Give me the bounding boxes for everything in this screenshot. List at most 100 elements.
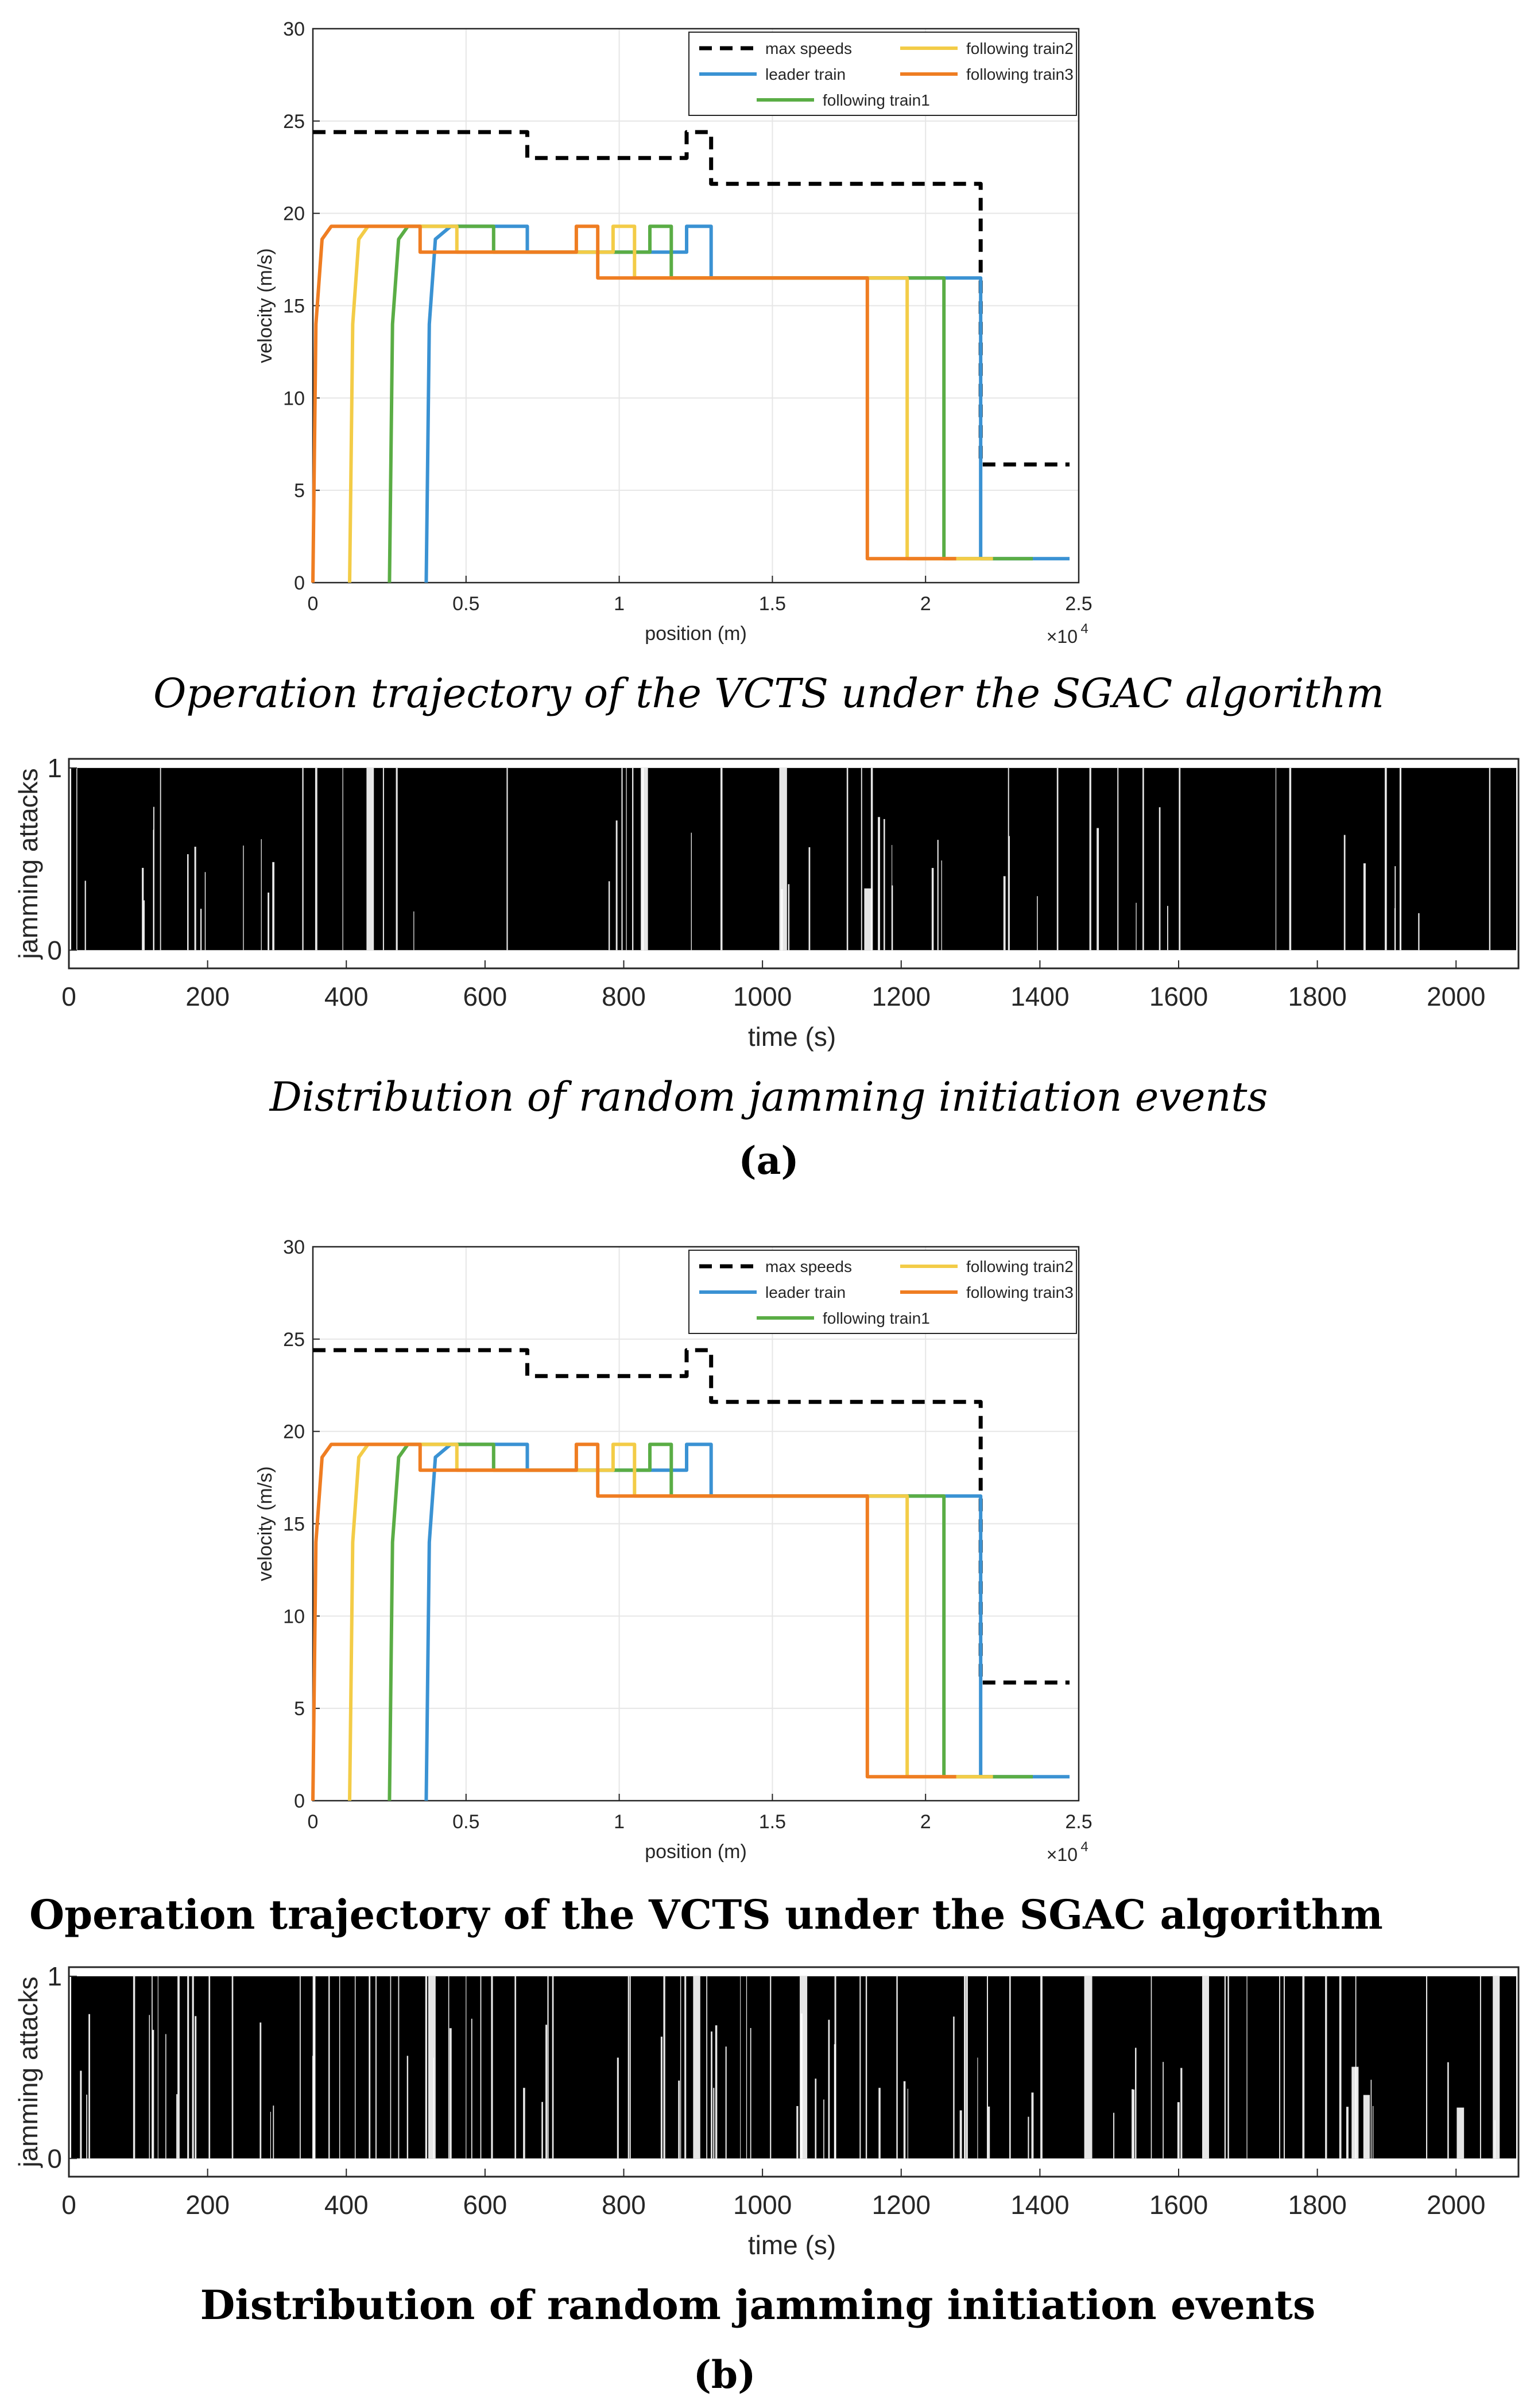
jamming-gap [1031, 2092, 1034, 2159]
jamming-gap [693, 1976, 700, 2159]
x-exponent-label: ×10 [1047, 626, 1078, 647]
series-line-following-train1 [388, 1443, 1033, 1801]
jamming-gap [966, 1976, 968, 2159]
legend-label: leader train [765, 65, 846, 83]
jamming-gap [1227, 1976, 1229, 2159]
x-tick-label: 2.5 [1065, 593, 1092, 615]
jamming-gap [231, 1976, 234, 2159]
jamming-gap [1425, 1976, 1428, 2159]
jamming-gap [1028, 2116, 1029, 2159]
x-tick-label: 1200 [872, 2190, 931, 2220]
x-tick-label: 200 [185, 2190, 230, 2220]
jamming-gap [1167, 906, 1168, 951]
jamming-gap [176, 2094, 178, 2159]
y-tick-label: 10 [283, 387, 305, 409]
jamming-gap [1040, 1976, 1043, 2159]
x-tick-label: 1800 [1288, 2190, 1346, 2220]
jamming-gap [740, 1976, 741, 2159]
jamming-gap [706, 1976, 707, 2159]
y-tick-label: 15 [283, 1514, 305, 1535]
x-tick-label: 200 [185, 982, 230, 1011]
jamming-gap [396, 767, 398, 951]
jamming-gap [471, 2018, 472, 2159]
x-axis-label: position (m) [645, 623, 747, 645]
jamming-gap [715, 2025, 718, 2159]
y-tick-label: 5 [294, 480, 305, 502]
jamming-gap [663, 1976, 665, 2159]
jamming-gap [1456, 2107, 1465, 2159]
jamming-gap [302, 767, 304, 951]
jamming-gap [1008, 767, 1009, 951]
jamming-gap [1279, 1976, 1280, 2159]
jamming-gap [491, 1976, 493, 2159]
x-tick-label: 400 [324, 982, 369, 1011]
jamming-gap [711, 2031, 712, 2159]
caption-velocity-a: Operation trajectory of the VCTS under t… [153, 670, 1384, 717]
series-line-max-speeds [313, 1348, 1070, 1685]
jamming-gap [315, 767, 317, 951]
y-tick-label: 20 [283, 203, 305, 225]
y-tick-label: 1 [47, 753, 62, 783]
jamming-chart-a: 0 200 400 600 800 1000 1200 1400 1600 1800 2000 0 1 t… [13, 753, 1520, 1052]
jamming-gap [545, 2025, 548, 2159]
x-tick-label: 2 [920, 1811, 931, 1833]
jamming-gap [153, 829, 154, 951]
jamming-gap [1370, 2080, 1372, 2159]
legend-label: following train2 [966, 1258, 1074, 1275]
jamming-gap [1246, 1976, 1248, 2159]
jamming-gap [194, 847, 196, 951]
jamming-gap [552, 1976, 554, 2159]
jamming-gap [406, 2056, 409, 2159]
jamming-gap [390, 1976, 392, 2159]
x-tick-label: 1200 [872, 982, 931, 1011]
jamming-gap [192, 1976, 194, 2159]
jamming-gap [523, 2088, 525, 2159]
legend-label: following train1 [823, 1309, 930, 1327]
jamming-gap [1289, 767, 1292, 951]
jamming-gap [986, 1976, 989, 2159]
jamming-gap [1089, 767, 1091, 951]
jamming-gap [725, 2046, 727, 2159]
jamming-gap [1113, 2112, 1115, 2159]
jamming-gap [425, 1976, 428, 2159]
jamming-gap [796, 2105, 799, 2159]
jamming-gap [1117, 767, 1119, 951]
legend-label: following train3 [966, 65, 1074, 83]
x-tick-label: 1.5 [759, 593, 786, 615]
legend-label: following train2 [966, 40, 1074, 57]
jamming-gap [1142, 767, 1144, 951]
jamming-gap [864, 888, 873, 951]
jamming-gap [937, 840, 939, 951]
plot-frame [68, 758, 1520, 970]
jamming-gap [187, 854, 189, 951]
jamming-gap [1343, 835, 1346, 951]
jamming-gap [834, 1976, 836, 2159]
x-tick-label: 1600 [1149, 982, 1208, 1011]
jamming-gap [1355, 1976, 1357, 2159]
x-tick-label: 600 [463, 982, 507, 1011]
jamming-gap [1346, 2107, 1349, 2159]
x-tick-label: 2 [920, 593, 931, 615]
jamming-gap [1385, 767, 1387, 951]
jamming-gap [187, 1976, 189, 2159]
jamming-gap [1097, 828, 1099, 951]
series-line-following-train3 [311, 224, 956, 583]
jamming-gap [1418, 913, 1420, 951]
jamming-gap [684, 1976, 687, 2159]
jamming-gap [270, 2111, 271, 2159]
jamming-gap [177, 1976, 180, 2159]
jamming-gap [746, 1976, 747, 2159]
x-tick-label: 800 [602, 982, 646, 1011]
y-axis-label: jamming attacks [13, 1976, 43, 2168]
series-line-following-train1 [388, 224, 1033, 583]
y-tick-label: 30 [283, 18, 305, 40]
jamming-gap [449, 2028, 452, 2159]
jamming-gap [1489, 767, 1491, 951]
jamming-gap [312, 2056, 313, 2159]
jamming-gap [152, 2030, 154, 2159]
jamming-gap [1177, 2102, 1180, 2159]
x-tick-label: 0 [308, 593, 319, 615]
jamming-gap [514, 1976, 517, 2159]
y-axis-label: velocity (m/s) [254, 1466, 276, 1581]
jamming-gap [506, 767, 508, 951]
